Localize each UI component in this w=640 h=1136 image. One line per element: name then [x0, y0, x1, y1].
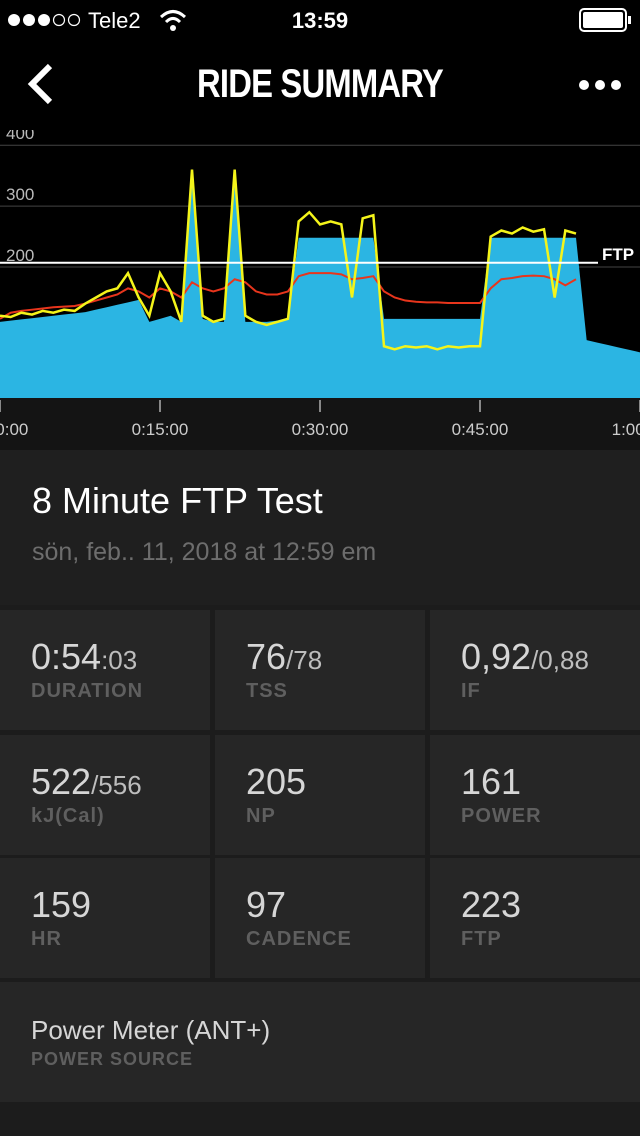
stat-value: 0:54:03	[31, 636, 137, 678]
stat-sub: :03	[101, 645, 138, 675]
stat-value: 97	[246, 884, 286, 926]
stat-tile: 0:54:03 DURATION	[0, 610, 210, 730]
clock: 13:59	[291, 8, 349, 33]
power-source-value: Power Meter (ANT+)	[31, 1015, 271, 1045]
nav-bar: RIDE SUMMARY	[0, 40, 640, 130]
stat-main: 205	[246, 761, 307, 802]
signal	[8, 13, 81, 27]
y-tick-label: 400	[6, 130, 34, 143]
x-tick-label: 0:30:00	[292, 420, 349, 439]
carrier: Tele2	[88, 8, 141, 33]
stat-main: 223	[461, 884, 522, 925]
stat-main: 161	[461, 761, 522, 802]
stat-sub: /0,88	[531, 645, 589, 675]
y-tick-label: 300	[6, 185, 34, 204]
stat-value: 522/556	[31, 761, 142, 803]
y-tick-label: 200	[6, 246, 34, 265]
stat-label: POWER	[461, 805, 542, 827]
stat-value: 0,92/0,88	[461, 636, 589, 678]
stat-main: 76	[246, 636, 287, 677]
stat-label: FTP	[461, 928, 502, 950]
stat-label: IF	[461, 680, 481, 702]
stat-tile: 223 FTP	[430, 858, 640, 978]
stat-tile: 161 POWER	[430, 735, 640, 855]
stat-tile: 522/556 kJ(Cal)	[0, 735, 210, 855]
stat-main: 97	[246, 884, 287, 925]
workout-name: 8 Minute FTP Test	[32, 480, 323, 521]
battery	[579, 8, 631, 32]
stat-sub: /78	[286, 645, 323, 675]
stat-label: TSS	[246, 680, 288, 702]
x-tick-label: 0:15:00	[132, 420, 189, 439]
back-button[interactable]	[22, 60, 62, 110]
workout-info: 8 Minute FTP Test sön, feb.. 11, 2018 at…	[0, 450, 640, 605]
power-source-label: POWER SOURCE	[31, 1049, 194, 1069]
stat-value: 76/78	[246, 636, 322, 678]
more-button[interactable]	[578, 75, 628, 95]
workout-date: sön, feb.. 11, 2018 at 12:59 em	[32, 538, 377, 566]
x-tick-label: 0:00:00	[0, 420, 28, 439]
stat-value: 159	[31, 884, 91, 926]
wifi-icon	[159, 10, 187, 31]
stat-value: 223	[461, 884, 521, 926]
status-bar: Tele2 13:59	[0, 0, 640, 40]
x-tick-label: 0:45:00	[452, 420, 509, 439]
stat-main: 0,92	[461, 636, 532, 677]
stat-tile: 0,92/0,88 IF	[430, 610, 640, 730]
stat-value: 205	[246, 761, 306, 803]
stat-tile: 97 CADENCE	[215, 858, 425, 978]
ride-chart: 200 300 400 FTP 0:00:00 0:15:00 0:30:00 0:45:00…	[0, 130, 640, 450]
stat-sub: /556	[91, 770, 142, 800]
stat-label: DURATION	[31, 680, 144, 702]
stat-label: HR	[31, 928, 62, 950]
series-line	[0, 169, 577, 351]
stat-label: kJ(Cal)	[31, 805, 105, 827]
ftp-label: FTP	[602, 245, 634, 264]
series-line	[0, 272, 577, 320]
x-tick-label: 1:00:00	[612, 420, 640, 439]
stat-tile: 205 NP	[215, 735, 425, 855]
stat-main: 0:54	[31, 636, 102, 677]
stat-main: 159	[31, 884, 92, 925]
stat-value: 161	[461, 761, 521, 803]
stat-label: CADENCE	[246, 928, 352, 950]
power-source-tile: Power Meter (ANT+) POWER SOURCE	[0, 982, 640, 1102]
stat-label: NP	[246, 805, 276, 827]
screen-title: RIDE SUMMARY	[197, 62, 444, 106]
stat-tile: 159 HR	[0, 858, 210, 978]
stat-main: 522	[31, 761, 92, 802]
stat-tile: 76/78 TSS	[215, 610, 425, 730]
